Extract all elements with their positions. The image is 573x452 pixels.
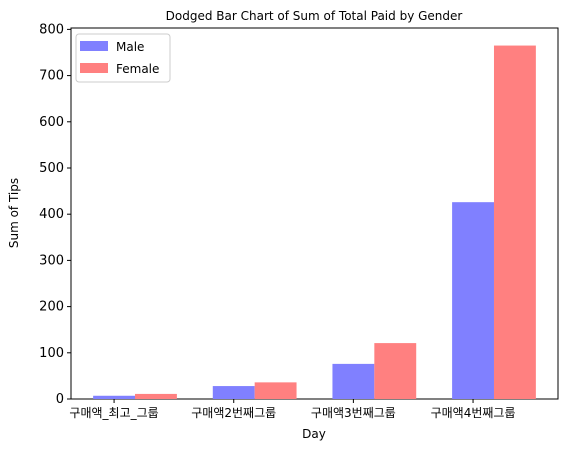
bar-female-2: [374, 343, 417, 399]
y-axis-ticks: 0 100 200 300 400 500 600 700 800: [39, 22, 71, 407]
bar-male-3: [452, 202, 494, 399]
x-axis-label: Day: [302, 427, 326, 441]
bars-group: [93, 45, 536, 399]
legend-swatch-male: [80, 41, 108, 51]
x-tick-label: 구매액4번째그룹: [431, 406, 516, 420]
x-tick-label: 구매액_최고_그룹: [69, 406, 158, 420]
bar-female-1: [254, 382, 297, 399]
y-tick-label: 200: [39, 300, 64, 315]
y-tick-label: 400: [39, 207, 64, 222]
bar-female-3: [493, 45, 536, 399]
legend: Male Female: [75, 33, 171, 83]
y-tick-label: 100: [39, 346, 64, 361]
bar-male-2: [332, 363, 375, 399]
y-tick-label: 800: [39, 22, 64, 37]
chart-title: Dodged Bar Chart of Sum of Total Paid by…: [166, 9, 463, 23]
y-axis-label: Sum of Tips: [7, 178, 21, 248]
y-tick-label: 500: [39, 161, 64, 176]
x-tick-label: 구매액3번째그룹: [311, 406, 396, 420]
y-tick-label: 0: [56, 392, 64, 407]
legend-label-male: Male: [116, 40, 144, 54]
bar-male-0: [93, 395, 136, 399]
bar-male-1: [212, 386, 255, 399]
bar-female-0: [135, 393, 177, 399]
x-axis-ticks: 구매액_최고_그룹 구매액2번째그룹 구매액3번째그룹 구매액4번째그룹: [69, 399, 516, 420]
x-tick-label: 구매액2번째그룹: [191, 406, 276, 420]
legend-swatch-female: [80, 63, 108, 73]
y-tick-label: 300: [39, 253, 64, 268]
y-tick-label: 700: [39, 69, 64, 84]
legend-label-female: Female: [116, 62, 159, 76]
y-tick-label: 600: [39, 115, 64, 130]
